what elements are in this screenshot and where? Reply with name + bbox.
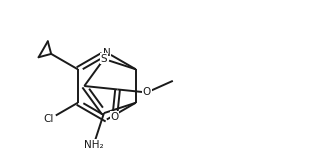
Text: NH₂: NH₂ <box>84 140 103 150</box>
Text: O: O <box>111 112 119 122</box>
Text: S: S <box>101 54 107 64</box>
Text: Cl: Cl <box>44 115 54 124</box>
Text: N: N <box>103 48 111 58</box>
Text: O: O <box>143 87 151 98</box>
